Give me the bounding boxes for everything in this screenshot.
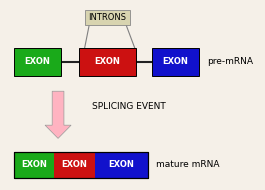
FancyBboxPatch shape	[54, 152, 95, 178]
FancyBboxPatch shape	[14, 152, 54, 178]
FancyBboxPatch shape	[152, 48, 199, 76]
FancyArrow shape	[45, 91, 71, 138]
FancyBboxPatch shape	[95, 152, 148, 178]
FancyBboxPatch shape	[14, 48, 61, 76]
Text: EXON: EXON	[24, 58, 50, 66]
FancyBboxPatch shape	[85, 10, 130, 25]
Text: INTRONS: INTRONS	[89, 13, 127, 22]
Text: EXON: EXON	[21, 160, 47, 169]
Text: EXON: EXON	[108, 160, 134, 169]
Text: EXON: EXON	[95, 58, 121, 66]
Text: SPLICING EVENT: SPLICING EVENT	[92, 102, 166, 111]
Text: mature mRNA: mature mRNA	[156, 160, 219, 169]
Text: EXON: EXON	[61, 160, 87, 169]
Text: EXON: EXON	[162, 58, 188, 66]
Text: pre-mRNA: pre-mRNA	[207, 58, 253, 66]
FancyBboxPatch shape	[79, 48, 136, 76]
